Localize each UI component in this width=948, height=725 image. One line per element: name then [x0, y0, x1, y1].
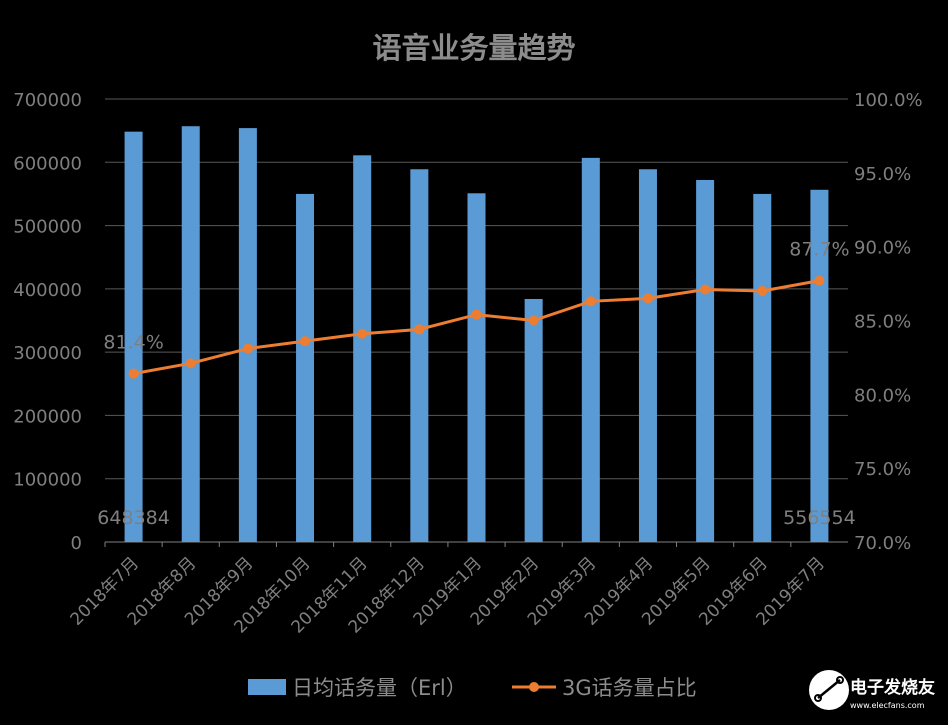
line-point [757, 285, 768, 296]
bar [638, 169, 657, 543]
left-tick-label: 500000 [13, 217, 82, 238]
bar-data-label: 556554 [783, 507, 856, 529]
right-tick-label: 75.0% [854, 459, 911, 480]
line-point [357, 328, 368, 339]
left-tick-label: 600000 [13, 153, 82, 174]
bar [238, 128, 257, 542]
line-point [528, 315, 539, 326]
right-tick-label: 70.0% [854, 533, 911, 554]
left-tick-label: 300000 [13, 343, 82, 364]
left-tick-label: 200000 [13, 406, 82, 427]
line-point [471, 309, 482, 320]
bar [696, 180, 715, 542]
bar [753, 193, 772, 542]
left-tick-label: 700000 [13, 90, 82, 111]
line-point [414, 324, 425, 335]
left-tick-label: 400000 [13, 280, 82, 301]
bar [524, 298, 543, 542]
bar [467, 193, 486, 542]
chart-title: 语音业务量趋势 [372, 31, 575, 65]
line-point [242, 343, 253, 354]
left-tick-label: 0 [71, 533, 82, 554]
svg-text:电子发烧友: 电子发烧友 [850, 677, 935, 698]
bar [410, 169, 429, 543]
legend: 日均话务量（Erl） 3G话务量占比 [248, 676, 697, 700]
bar [296, 193, 315, 542]
right-tick-label: 80.0% [854, 385, 911, 406]
watermark-logo: 电子发烧友 www.elecfans.com [809, 670, 935, 710]
legend-bar-label: 日均话务量（Erl） [292, 676, 467, 700]
right-tick-label: 90.0% [854, 238, 911, 259]
line-point [814, 275, 825, 286]
legend-line-label: 3G话务量占比 [562, 676, 697, 700]
line-point [700, 284, 711, 295]
bar [124, 131, 143, 542]
line-point [642, 293, 653, 304]
line-data-label: 81.4% [103, 332, 163, 354]
line-point [128, 368, 139, 379]
line-point [300, 336, 311, 347]
bar [810, 189, 829, 542]
bar-data-label: 648384 [97, 507, 170, 529]
line-data-label: 87.7% [789, 239, 849, 261]
legend-bar-swatch [248, 679, 286, 695]
bar [181, 126, 200, 542]
line-point [185, 358, 196, 369]
svg-text:www.elecfans.com: www.elecfans.com [850, 701, 925, 710]
bar [581, 157, 600, 542]
legend-line-marker [529, 682, 539, 692]
right-tick-label: 95.0% [854, 164, 911, 185]
right-tick-label: 100.0% [854, 90, 923, 111]
bar [353, 155, 372, 542]
left-tick-label: 100000 [13, 470, 82, 491]
line-point [585, 296, 596, 307]
right-tick-label: 85.0% [854, 312, 911, 333]
